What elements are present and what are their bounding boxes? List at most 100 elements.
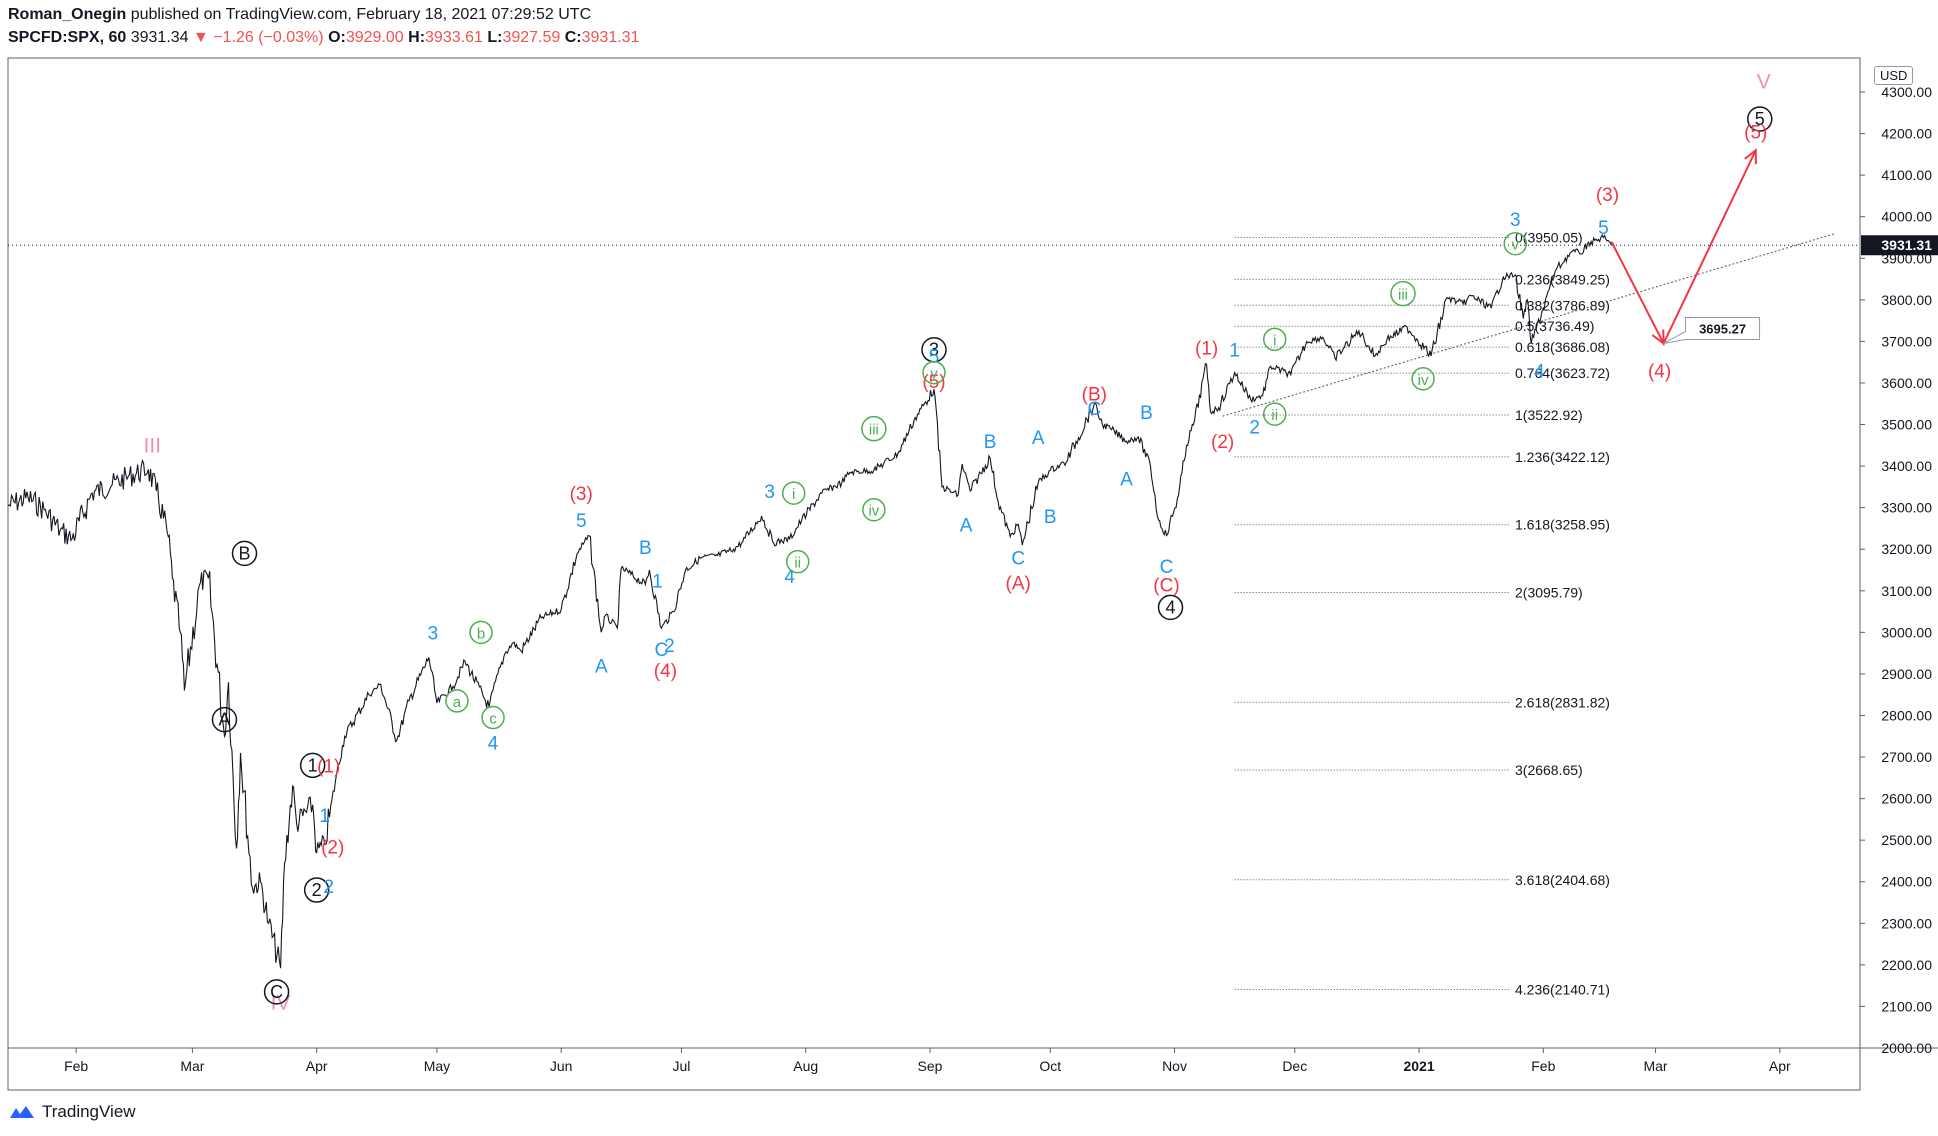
time-tick-label: May xyxy=(424,1058,450,1074)
wave-label-circle xyxy=(469,620,493,645)
time-tick-label: Mar xyxy=(180,1058,204,1074)
author-name[interactable]: Roman_Onegin xyxy=(8,6,127,23)
wave-label-text: 1 xyxy=(319,806,330,827)
price-tick-label: 2400.00 xyxy=(1881,874,1932,890)
wave-label-text: (3) xyxy=(1596,185,1619,206)
time-tick-label: Aug xyxy=(793,1058,818,1074)
wave-label-text: 5 xyxy=(1598,218,1609,239)
wave-label-text: C xyxy=(1011,549,1025,570)
wave-label-text: ii xyxy=(794,555,801,572)
price-line xyxy=(7,233,1613,969)
time-tick-label: Mar xyxy=(1643,1058,1667,1074)
time-tick-label: Feb xyxy=(64,1058,88,1074)
price-tick-label: 2600.00 xyxy=(1881,791,1932,807)
wave-label-text: (2) xyxy=(1211,432,1234,453)
time-axis: Feb Mar Apr May Jun Jul Aug Sep Oct Nov Dec 2021 Feb… xyxy=(64,1048,1791,1074)
wave-label-text: 3 xyxy=(1510,210,1521,231)
open-value: 3929.00 xyxy=(345,29,404,46)
wave-label-circle xyxy=(781,481,806,505)
close-value: 3931.31 xyxy=(581,29,640,46)
wave-label-text: C xyxy=(1087,399,1101,420)
wave-label-text: 2 xyxy=(323,877,334,898)
fib-level-label: 0.236(3849.25) xyxy=(1515,271,1610,287)
wave-label-text: A xyxy=(218,710,230,730)
wave-label-text: i xyxy=(1273,332,1276,349)
wave-label-text: 1 xyxy=(308,755,318,775)
price-tick-label: 2200.00 xyxy=(1881,957,1932,973)
currency-badge[interactable]: USD xyxy=(1874,66,1914,85)
symbol-line: SPCFD:SPX, 60 3931.34 ▼ −1.26 (−0.03%) O… xyxy=(8,29,639,47)
fibonacci-levels: 0(3950.05) 0.236(3849.25) 0.382(3786.89) 0.… xyxy=(8,229,1860,998)
fib-level-label: 3(2668.65) xyxy=(1515,762,1583,778)
wave-label-text: 2 xyxy=(1249,418,1260,439)
wave-label-circle xyxy=(922,360,946,385)
wave-label-text: (1) xyxy=(1195,339,1218,360)
wave-label-text: B xyxy=(639,538,652,559)
time-tick-label: Feb xyxy=(1531,1058,1555,1074)
symbol-name: SPCFD:SPX, 60 xyxy=(8,29,127,46)
fib-level-label: 1.618(3258.95) xyxy=(1515,517,1610,533)
wave-label-text: iv xyxy=(1418,372,1429,389)
fib-level-label: 0(3950.05) xyxy=(1515,229,1583,245)
wave-label-text: a xyxy=(453,694,462,711)
wave-label-text: (5) xyxy=(1744,122,1767,143)
wave-label-text: (A) xyxy=(1006,573,1031,594)
price-tick-label: 3800.00 xyxy=(1881,292,1932,308)
wave-label-text: 5 xyxy=(1755,109,1765,129)
wave-label-text: 1 xyxy=(1229,341,1240,362)
price-tick-label: 3100.00 xyxy=(1881,583,1932,599)
wave-label-text: A xyxy=(595,657,608,678)
wave-label-circle xyxy=(211,706,238,733)
wave-label-text: 4 xyxy=(488,733,499,754)
wave-label-text: iii xyxy=(1398,287,1408,304)
last-price-tag xyxy=(1861,235,1938,256)
wave-label-text: 4 xyxy=(1534,361,1545,382)
price-tick-label: 4200.00 xyxy=(1881,126,1932,142)
price-tick-label: 2700.00 xyxy=(1881,749,1932,765)
wave-label-text: C xyxy=(1160,557,1174,578)
wave-labels: IIIIVVABC12345(1)(2)(3)(4)(5)(A)(B)(C)(1… xyxy=(144,71,1773,1014)
wave-label-text: 4 xyxy=(784,567,795,588)
time-tick-label: Jun xyxy=(550,1058,573,1074)
price-tick-label: 2300.00 xyxy=(1881,915,1932,931)
wave-label-text: ii xyxy=(1271,407,1278,424)
wave-label-text: (3) xyxy=(570,484,593,505)
price-tick-label: 2800.00 xyxy=(1881,707,1932,723)
price-tick-label: 3300.00 xyxy=(1881,500,1932,516)
price-tick-label: 2900.00 xyxy=(1881,666,1932,682)
wave-label-circle xyxy=(299,752,326,779)
time-tick-label: 2021 xyxy=(1403,1058,1434,1074)
wave-label-text: c xyxy=(489,711,497,728)
time-tick-label: Jul xyxy=(673,1058,691,1074)
wave-label-text: C xyxy=(655,640,669,661)
price-tick-label: 2000.00 xyxy=(1881,1040,1932,1056)
wave-label-circle xyxy=(1262,327,1287,352)
price-tick-label: 3700.00 xyxy=(1881,333,1932,349)
wave-label-text: B xyxy=(1140,403,1153,424)
close-label: C: xyxy=(564,29,582,46)
wave-label-text: v xyxy=(1512,237,1520,254)
wave-label-circle xyxy=(445,689,469,713)
wave-label-text: v xyxy=(930,366,938,383)
wave-label-text: 3 xyxy=(428,623,439,644)
time-tick-label: Sep xyxy=(918,1058,943,1074)
wave-label-text: 1 xyxy=(652,571,663,592)
time-tick-label: Oct xyxy=(1039,1058,1061,1074)
price-series xyxy=(7,233,1613,969)
published-text: published on TradingView.com, February 1… xyxy=(130,6,592,23)
price-axis: 2000.00 2100.00 2200.00 2300.00 2400.00 2500.… xyxy=(1860,66,1938,1056)
wave-label-text: (1) xyxy=(317,756,340,777)
price-tick-label: 2500.00 xyxy=(1881,832,1932,848)
wave-label-text: A xyxy=(1120,470,1133,491)
price-tick-label: 2100.00 xyxy=(1881,998,1932,1014)
wave-label-circle xyxy=(1411,367,1435,391)
high-label: H: xyxy=(408,29,426,46)
wave-label-circle xyxy=(231,540,258,567)
price-tick-label: 3200.00 xyxy=(1881,541,1932,557)
price-tick-label: 3400.00 xyxy=(1881,458,1932,474)
wave-label-circle xyxy=(1747,106,1773,132)
trend-and-projection: 3695.27 xyxy=(1222,148,1837,417)
wave-label-text: iii xyxy=(869,422,879,439)
fib-level-label: 2.618(2831.82) xyxy=(1515,694,1610,710)
